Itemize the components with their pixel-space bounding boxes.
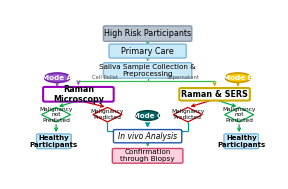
Text: Mode C: Mode C bbox=[133, 112, 162, 119]
FancyBboxPatch shape bbox=[37, 134, 71, 149]
Text: Malignancy
Predicted: Malignancy Predicted bbox=[91, 109, 124, 120]
Text: Healthy
Participants: Healthy Participants bbox=[217, 135, 266, 148]
Polygon shape bbox=[93, 107, 122, 122]
Text: Malignancy
not
Predicted: Malignancy not Predicted bbox=[222, 107, 256, 122]
Text: High Risk Participants: High Risk Participants bbox=[104, 29, 191, 38]
FancyBboxPatch shape bbox=[109, 44, 186, 58]
FancyBboxPatch shape bbox=[103, 26, 192, 41]
Text: Mode B: Mode B bbox=[223, 75, 253, 81]
Text: Confirmation
through Biopsy: Confirmation through Biopsy bbox=[120, 149, 175, 162]
Ellipse shape bbox=[44, 73, 70, 82]
FancyBboxPatch shape bbox=[113, 130, 182, 143]
Text: Raman
Microscopy: Raman Microscopy bbox=[53, 85, 104, 104]
Ellipse shape bbox=[225, 73, 251, 82]
Polygon shape bbox=[41, 107, 71, 122]
FancyBboxPatch shape bbox=[179, 88, 250, 101]
Text: Malignancy
Predicted: Malignancy Predicted bbox=[171, 109, 204, 120]
Text: Cell Pellet: Cell Pellet bbox=[92, 75, 118, 80]
FancyBboxPatch shape bbox=[103, 63, 192, 78]
Text: Raman & SERS: Raman & SERS bbox=[181, 90, 248, 99]
FancyBboxPatch shape bbox=[43, 87, 114, 102]
FancyBboxPatch shape bbox=[112, 149, 183, 163]
Polygon shape bbox=[225, 107, 254, 122]
Text: In vivo Analysis: In vivo Analysis bbox=[118, 132, 177, 141]
Ellipse shape bbox=[136, 111, 159, 120]
Text: Supernatant: Supernatant bbox=[167, 75, 200, 80]
Text: Saliva Sample Collection &
Preprocessing: Saliva Sample Collection & Preprocessing bbox=[99, 64, 196, 77]
FancyBboxPatch shape bbox=[224, 134, 259, 149]
Text: Primary Care: Primary Care bbox=[121, 46, 174, 56]
Polygon shape bbox=[173, 107, 202, 122]
Text: Healthy
Participants: Healthy Participants bbox=[30, 135, 78, 148]
Text: Mode A: Mode A bbox=[42, 75, 72, 81]
Text: Malignancy
not
Predicted: Malignancy not Predicted bbox=[39, 107, 73, 122]
